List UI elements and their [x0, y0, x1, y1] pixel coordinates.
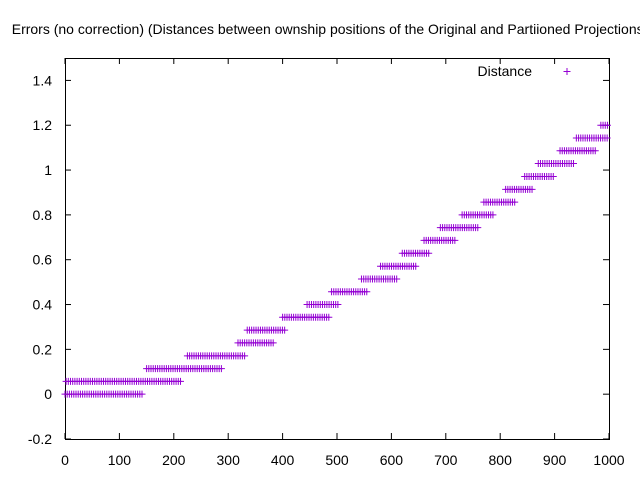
x-tick-label: 100 — [108, 452, 132, 468]
y-tick-label: -0.2 — [28, 431, 52, 447]
data-point — [138, 390, 146, 398]
x-tick-label: 800 — [489, 452, 513, 468]
y-tick-label: 0.8 — [33, 207, 53, 223]
data-point — [451, 236, 459, 244]
data-point — [412, 262, 420, 270]
x-tick-label: 600 — [380, 452, 404, 468]
legend-label-distance: Distance — [478, 63, 533, 79]
data-point — [425, 249, 433, 257]
data-point — [474, 224, 482, 232]
legend: Distance — [478, 63, 533, 79]
y-tick-label: 0.4 — [33, 297, 53, 313]
chart-title: Errors (no correction) (Distances betwee… — [12, 21, 640, 37]
x-tick-label: 1000 — [593, 452, 624, 468]
x-tick-label: 300 — [217, 452, 241, 468]
x-tick-label: 900 — [543, 452, 567, 468]
x-tick-label: 200 — [162, 452, 186, 468]
legend-marker-distance — [563, 68, 571, 75]
y-tick-label: 0.2 — [33, 341, 53, 357]
data-point — [489, 211, 497, 219]
data-point — [549, 173, 557, 181]
data-point — [281, 326, 289, 334]
data-point — [334, 301, 342, 309]
data-point — [217, 365, 225, 373]
y-tick-label: 1 — [44, 162, 52, 178]
x-tick-label: 0 — [61, 452, 69, 468]
y-tick-label: 1.4 — [33, 72, 53, 88]
data-point — [363, 288, 371, 296]
data-point — [393, 275, 401, 283]
data-point — [603, 121, 611, 129]
y-tick-label: 1.2 — [33, 117, 53, 133]
data-point — [269, 339, 277, 347]
data-point — [325, 313, 333, 321]
x-tick-label: 500 — [325, 452, 349, 468]
data-point — [511, 198, 519, 206]
data-point — [176, 377, 184, 385]
y-tick-label: 0 — [44, 386, 52, 402]
x-tick-label: 700 — [434, 452, 458, 468]
data-point — [569, 160, 577, 168]
axis-ticks: 0 100 200 300 400 500 600 700 800 900 1000 -0.2 0 0.2… — [28, 58, 625, 468]
x-tick-label: 400 — [271, 452, 295, 468]
data-point — [591, 147, 599, 155]
data-point — [603, 134, 611, 142]
data-point — [528, 185, 536, 193]
y-tick-label: 0.6 — [33, 252, 53, 268]
data-point — [241, 352, 249, 360]
scatter-points — [61, 68, 611, 398]
